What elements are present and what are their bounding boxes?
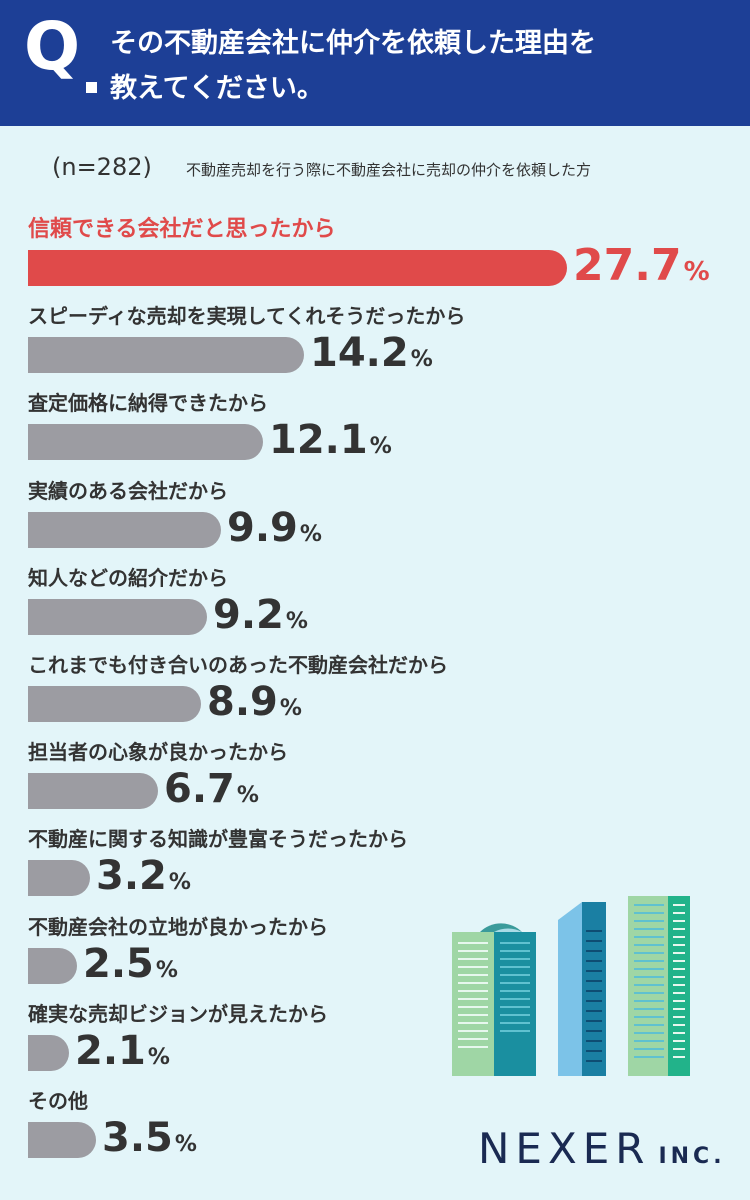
category-label: 不動産に関する知識が豊富そうだったから bbox=[28, 827, 408, 851]
building-2-front bbox=[558, 902, 582, 1076]
sample-size-label: (n=282) bbox=[52, 153, 152, 181]
value-unit: % bbox=[279, 696, 302, 721]
q-dot bbox=[86, 82, 97, 93]
dome-right bbox=[494, 928, 522, 932]
bar bbox=[28, 599, 207, 635]
value-unit: % bbox=[683, 257, 710, 287]
question-line-2: 教えてください。 bbox=[110, 73, 324, 104]
value-unit: % bbox=[369, 434, 392, 459]
bar bbox=[28, 773, 158, 809]
value-number: 8.9 bbox=[207, 679, 278, 725]
value-label: 14.2% bbox=[310, 333, 433, 373]
value-unit: % bbox=[147, 1045, 170, 1070]
value-label: 9.2% bbox=[213, 595, 308, 635]
value-label: 6.7% bbox=[164, 769, 259, 809]
category-label: 知人などの紹介だから bbox=[28, 566, 228, 590]
value-label: 27.7% bbox=[573, 244, 710, 288]
building-1-front bbox=[452, 932, 494, 1076]
bar bbox=[28, 512, 221, 548]
building-1-side bbox=[494, 932, 536, 1076]
bar bbox=[28, 1122, 96, 1158]
category-label: 確実な売却ビジョンが見えたから bbox=[28, 1002, 328, 1026]
value-unit: % bbox=[285, 609, 308, 634]
bar bbox=[28, 250, 567, 286]
bar bbox=[28, 1035, 69, 1071]
value-label: 2.5% bbox=[83, 944, 178, 984]
value-label: 3.5% bbox=[102, 1118, 197, 1158]
value-number: 27.7 bbox=[573, 240, 682, 291]
value-unit: % bbox=[299, 522, 322, 547]
value-number: 14.2 bbox=[310, 330, 409, 376]
value-label: 12.1% bbox=[269, 420, 392, 460]
value-unit: % bbox=[168, 870, 191, 895]
category-label: スピーディな売却を実現してくれそうだったから bbox=[28, 304, 466, 328]
value-label: 8.9% bbox=[207, 682, 302, 722]
value-number: 9.9 bbox=[227, 505, 298, 551]
nexer-logo: NEXER INC. bbox=[478, 1128, 726, 1170]
category-label: 不動産会社の立地が良かったから bbox=[28, 915, 328, 939]
value-label: 3.2% bbox=[96, 856, 191, 896]
category-label: 実績のある会社だから bbox=[28, 479, 228, 503]
bar bbox=[28, 948, 77, 984]
value-unit: % bbox=[236, 783, 259, 808]
value-number: 2.5 bbox=[83, 941, 154, 987]
category-label: その他 bbox=[28, 1089, 88, 1113]
value-unit: % bbox=[174, 1132, 197, 1157]
bar bbox=[28, 860, 90, 896]
value-label: 2.1% bbox=[75, 1031, 170, 1071]
value-number: 6.7 bbox=[164, 766, 235, 812]
category-label: 査定価格に納得できたから bbox=[28, 391, 268, 415]
value-number: 9.2 bbox=[213, 592, 284, 638]
question-line-1: その不動産会社に仲介を依頼した理由を bbox=[110, 28, 596, 59]
question-header: Q その不動産会社に仲介を依頼した理由を 教えてください。 bbox=[0, 0, 750, 126]
category-label: 信頼できる会社だと思ったから bbox=[28, 217, 336, 242]
logo-main: NEXER bbox=[478, 1124, 651, 1173]
chart-panel bbox=[0, 126, 750, 1200]
value-number: 12.1 bbox=[269, 417, 368, 463]
category-label: これまでも付き合いのあった不動産会社だから bbox=[28, 653, 448, 677]
value-number: 3.5 bbox=[102, 1115, 173, 1161]
value-unit: % bbox=[155, 958, 178, 983]
city-buildings-icon bbox=[452, 896, 690, 1076]
bar bbox=[28, 686, 201, 722]
value-label: 9.9% bbox=[227, 508, 322, 548]
bar bbox=[28, 424, 263, 460]
value-unit: % bbox=[410, 347, 433, 372]
value-number: 2.1 bbox=[75, 1028, 146, 1074]
category-label: 担当者の心象が良かったから bbox=[28, 740, 288, 764]
value-number: 3.2 bbox=[96, 853, 167, 899]
q-mark: Q bbox=[24, 8, 81, 85]
building-2-side bbox=[582, 902, 606, 1076]
bar bbox=[28, 337, 304, 373]
sample-description: 不動産売却を行う際に不動産会社に売却の仲介を依頼した方 bbox=[186, 161, 592, 179]
logo-suffix: INC. bbox=[658, 1144, 726, 1169]
